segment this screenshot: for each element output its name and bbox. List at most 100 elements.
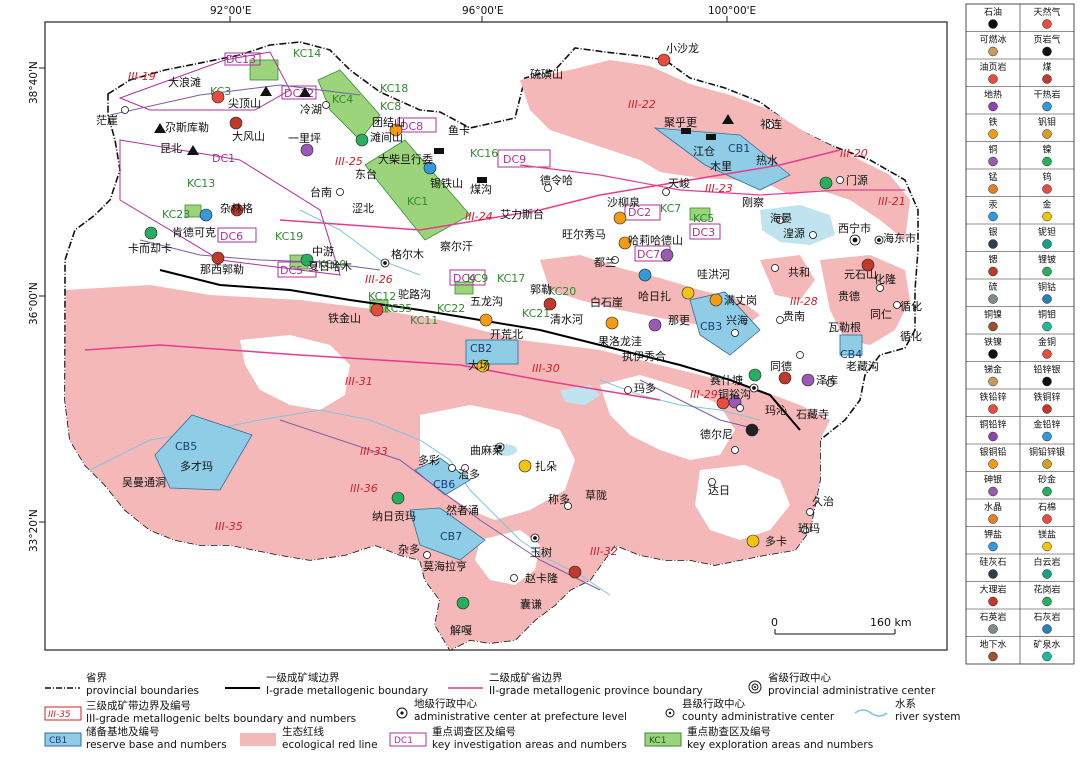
svg-text:III-26: III-26 <box>365 273 393 286</box>
svg-text:大风山: 大风山 <box>232 129 265 143</box>
svg-text:大柴旦行委: 大柴旦行委 <box>378 152 433 166</box>
svg-text:ecological red line: ecological red line <box>282 739 378 751</box>
svg-text:KC23: KC23 <box>162 208 190 221</box>
legend-right-label: 水晶 <box>984 501 1002 513</box>
svg-text:木里: 木里 <box>710 160 732 173</box>
svg-text:III-36: III-36 <box>350 482 378 495</box>
legend-right-label: 银铜铅 <box>979 446 1006 458</box>
legend-right-label: 石油 <box>984 6 1002 18</box>
svg-text:沙柳泉: 沙柳泉 <box>607 195 640 209</box>
svg-text:DC3: DC3 <box>692 226 715 239</box>
svg-text:I-grade metallogenic boundary: I-grade metallogenic boundary <box>266 685 428 697</box>
svg-text:循化: 循化 <box>900 329 922 343</box>
legend-right-symbol <box>1042 156 1052 167</box>
legend-right-symbol <box>988 74 998 84</box>
svg-text:DC8: DC8 <box>400 120 423 133</box>
legend-right-symbol <box>988 294 998 304</box>
legend-right-symbol <box>1042 569 1052 579</box>
legend-right-symbol <box>988 129 998 139</box>
legend-right-label: 锑金 <box>984 364 1002 376</box>
svg-text:III-24: III-24 <box>465 210 493 223</box>
legend-right-label: 硫 <box>988 281 997 293</box>
svg-text:贵德: 贵德 <box>838 289 860 303</box>
svg-text:驼路沟: 驼路沟 <box>398 287 431 301</box>
svg-text:III-32: III-32 <box>590 545 618 558</box>
svg-text:CB5: CB5 <box>175 440 197 453</box>
legend-right-symbol <box>1042 74 1052 84</box>
svg-text:DC1: DC1 <box>394 736 413 746</box>
svg-text:赵卡隆: 赵卡隆 <box>525 571 558 585</box>
svg-text:哈日扎: 哈日扎 <box>638 289 671 303</box>
svg-text:DC5: DC5 <box>280 264 303 277</box>
place-labels: 茫崖 大浪滩 冷湖 尖顶山 尕斯库勒 大风山 一里坪 昆北 团结山 滩间山 鱼卡… <box>96 42 922 637</box>
svg-text:III-33: III-33 <box>360 445 388 458</box>
cb-reserve-bases <box>154 127 863 561</box>
legend-right-label: 镍 <box>1042 144 1051 156</box>
legend-right-label: 金 <box>1042 199 1051 211</box>
svg-text:administrative center at prefe: administrative center at prefecture leve… <box>414 711 627 723</box>
svg-text:赛什塘: 赛什塘 <box>710 373 743 387</box>
legend-right-symbol <box>988 486 998 497</box>
legend-right-symbol <box>988 184 998 194</box>
svg-text:海东市: 海东市 <box>883 231 916 245</box>
legend-right-label: 干热岩 <box>1033 89 1060 101</box>
svg-text:一里坪: 一里坪 <box>288 132 321 145</box>
svg-text:哇洪河: 哇洪河 <box>697 267 730 281</box>
svg-text:东台: 东台 <box>355 167 377 181</box>
svg-text:III-30: III-30 <box>532 362 560 375</box>
svg-text:门源: 门源 <box>846 173 868 187</box>
legend-right-symbol <box>1042 46 1052 57</box>
svg-text:同德: 同德 <box>770 359 792 373</box>
svg-text:CB2: CB2 <box>470 342 492 355</box>
svg-text:白石崖: 白石崖 <box>590 295 623 309</box>
legend-right-label: 钒钼 <box>1038 116 1056 128</box>
svg-text:KC11: KC11 <box>410 314 438 327</box>
svg-text:KC13: KC13 <box>187 177 215 190</box>
svg-text:一级成矿域边界: 一级成矿域边界 <box>266 671 340 684</box>
svg-text:county administrative center: county administrative center <box>682 711 835 723</box>
svg-text:曲麻莱: 曲麻莱 <box>470 443 503 457</box>
legend-right-symbol <box>988 321 998 332</box>
svg-text:KC21: KC21 <box>522 307 550 320</box>
svg-text:III-28: III-28 <box>790 295 818 308</box>
svg-text:台南: 台南 <box>310 185 332 199</box>
svg-text:贵南: 贵南 <box>783 310 805 323</box>
legend-right-label: 铜 <box>988 144 997 156</box>
svg-text:provincial boundaries: provincial boundaries <box>86 685 199 697</box>
svg-text:大场: 大场 <box>468 358 490 372</box>
coord-ticks <box>39 16 728 523</box>
svg-text:III-23: III-23 <box>705 182 733 195</box>
legend-right-label: 铜镍 <box>984 309 1002 321</box>
legend-right-symbol <box>988 349 998 359</box>
svg-text:储备基地及编号: 储备基地及编号 <box>86 725 160 738</box>
svg-text:KC14: KC14 <box>293 47 321 60</box>
svg-text:重点调查区及编号: 重点调查区及编号 <box>432 725 516 738</box>
svg-text:III-35: III-35 <box>48 710 71 720</box>
legend-right-symbol <box>988 596 998 607</box>
svg-text:CB3: CB3 <box>700 320 722 333</box>
coord-top-92: 92°00'E <box>210 5 252 17</box>
coal-symbols <box>434 128 716 183</box>
legend-right-label: 银 <box>988 226 997 238</box>
legend-right-symbol <box>988 651 998 662</box>
zone-labels: III-19 III-20 III-21 III-22 III-23 III-2… <box>128 70 906 558</box>
svg-text:吴曼通洞: 吴曼通洞 <box>122 476 166 489</box>
svg-text:地级行政中心: 地级行政中心 <box>414 697 477 710</box>
legend-right-symbol <box>988 569 998 579</box>
legend-right-label: 铁镍 <box>984 336 1002 348</box>
legend-right-label: 铜钼 <box>1038 309 1056 321</box>
svg-text:重点勘查区及编号: 重点勘查区及编号 <box>687 725 771 738</box>
svg-text:玛沁: 玛沁 <box>765 404 787 417</box>
svg-text:III-19: III-19 <box>128 70 156 83</box>
legend-right-label: 大理岩 <box>979 584 1006 596</box>
svg-text:KC22: KC22 <box>437 302 465 315</box>
legend-right-label: 锰 <box>988 171 997 183</box>
svg-text:KC17: KC17 <box>497 272 525 285</box>
svg-text:DC12: DC12 <box>284 87 314 100</box>
legend-bottom: 省界 provincial boundaries 一级成矿域边界 I-grade… <box>44 671 961 751</box>
svg-text:III-31: III-31 <box>345 375 373 388</box>
svg-text:昆北: 昆北 <box>160 142 182 155</box>
svg-text:二级成矿省边界: 二级成矿省边界 <box>489 671 563 684</box>
svg-text:玉树: 玉树 <box>530 545 552 559</box>
